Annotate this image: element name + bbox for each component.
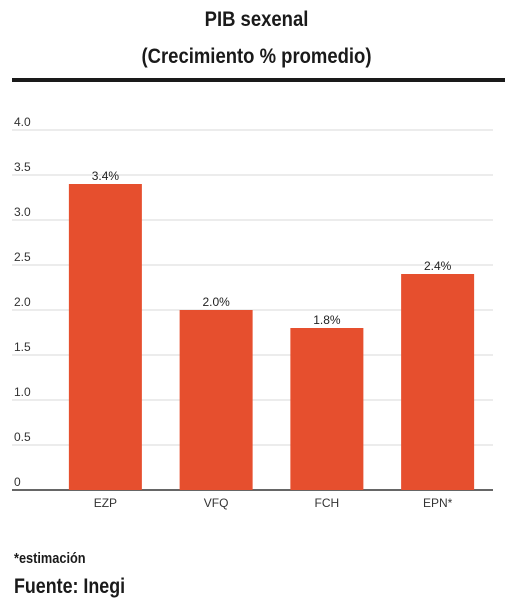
bar bbox=[179, 310, 253, 490]
chart-title: PIB sexenal bbox=[204, 8, 309, 31]
y-tick-label: 3.0 bbox=[14, 205, 31, 219]
bar bbox=[68, 184, 142, 490]
bar bbox=[401, 274, 475, 490]
data-label: 2.0% bbox=[202, 295, 230, 309]
y-tick-label: 2.0 bbox=[14, 295, 31, 309]
data-label: 2.4% bbox=[424, 259, 452, 273]
x-tick-label: VFQ bbox=[204, 496, 229, 510]
x-tick-label: EPN* bbox=[423, 496, 453, 510]
y-tick-label: 2.5 bbox=[14, 250, 31, 264]
title-divider bbox=[12, 78, 505, 82]
x-tick-label: EZP bbox=[94, 496, 117, 510]
y-tick-label: 3.5 bbox=[14, 160, 31, 174]
source-label: Fuente: Inegi bbox=[14, 575, 126, 598]
x-tick-label: FCH bbox=[315, 496, 340, 510]
y-tick-label: 1.0 bbox=[14, 385, 31, 399]
y-tick-label: 0 bbox=[14, 475, 21, 489]
data-label: 1.8% bbox=[313, 313, 341, 327]
chart-subtitle: (Crecimiento % promedio) bbox=[141, 45, 372, 68]
bar bbox=[290, 328, 364, 490]
y-tick-label: 4.0 bbox=[14, 115, 31, 129]
y-tick-label: 1.5 bbox=[14, 340, 31, 354]
footnote: *estimación bbox=[14, 550, 86, 567]
y-tick-label: 0.5 bbox=[14, 430, 31, 444]
bar-chart: 0 0.5 1.0 1.5 2.0 2.5 3.0 3.5 4.0 3.4% EZP 2.0% VFQ 1… bbox=[12, 115, 493, 510]
data-label: 3.4% bbox=[92, 169, 120, 183]
